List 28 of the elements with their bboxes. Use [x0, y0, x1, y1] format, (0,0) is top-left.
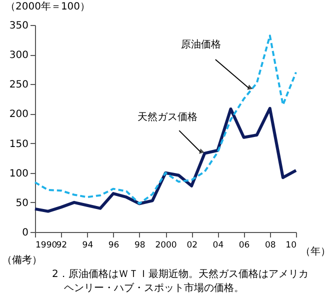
- line-series: [34, 34, 297, 205]
- x-tick-label: 98: [134, 240, 146, 250]
- annotation: 天然ガス価格: [138, 111, 198, 124]
- text: 2．原油価格はＷＴＩ最期近物。天然ガス価格はアメリカ: [52, 268, 308, 280]
- x-tick-label: 08: [264, 240, 276, 250]
- y-tick-label: 100: [9, 168, 28, 180]
- line-series: [34, 106, 298, 213]
- y-tick-label: 50: [16, 198, 28, 209]
- y-tick-label: 200: [9, 109, 28, 120]
- x-tick-label: 94: [82, 240, 94, 250]
- x-tick-label: 1990: [36, 240, 58, 250]
- x-tick-label: 02: [186, 240, 198, 250]
- text: （備考）: [2, 254, 42, 266]
- x-tick-label: 96: [108, 240, 120, 250]
- y-tick-label: 150: [9, 138, 28, 150]
- y-axis-title: （2000年＝100）: [6, 0, 90, 12]
- x-tick-label: 92: [56, 240, 68, 250]
- x-tick-label: 06: [238, 240, 250, 250]
- y-tick-label: 250: [9, 80, 28, 91]
- text: ヘンリー・ハブ・スポット市場の価格。: [64, 282, 244, 294]
- x-tick-label: 10: [286, 240, 296, 250]
- x-tick-label: 2000: [155, 240, 177, 250]
- x-axis-title: （年）: [300, 246, 329, 258]
- y-tick-label: 300: [9, 50, 28, 62]
- y-tick-label: 350: [9, 20, 28, 32]
- annotation: 原油価格: [181, 38, 222, 50]
- x-tick-label: 04: [212, 240, 224, 250]
- y-tick-label: 0: [22, 228, 28, 238]
